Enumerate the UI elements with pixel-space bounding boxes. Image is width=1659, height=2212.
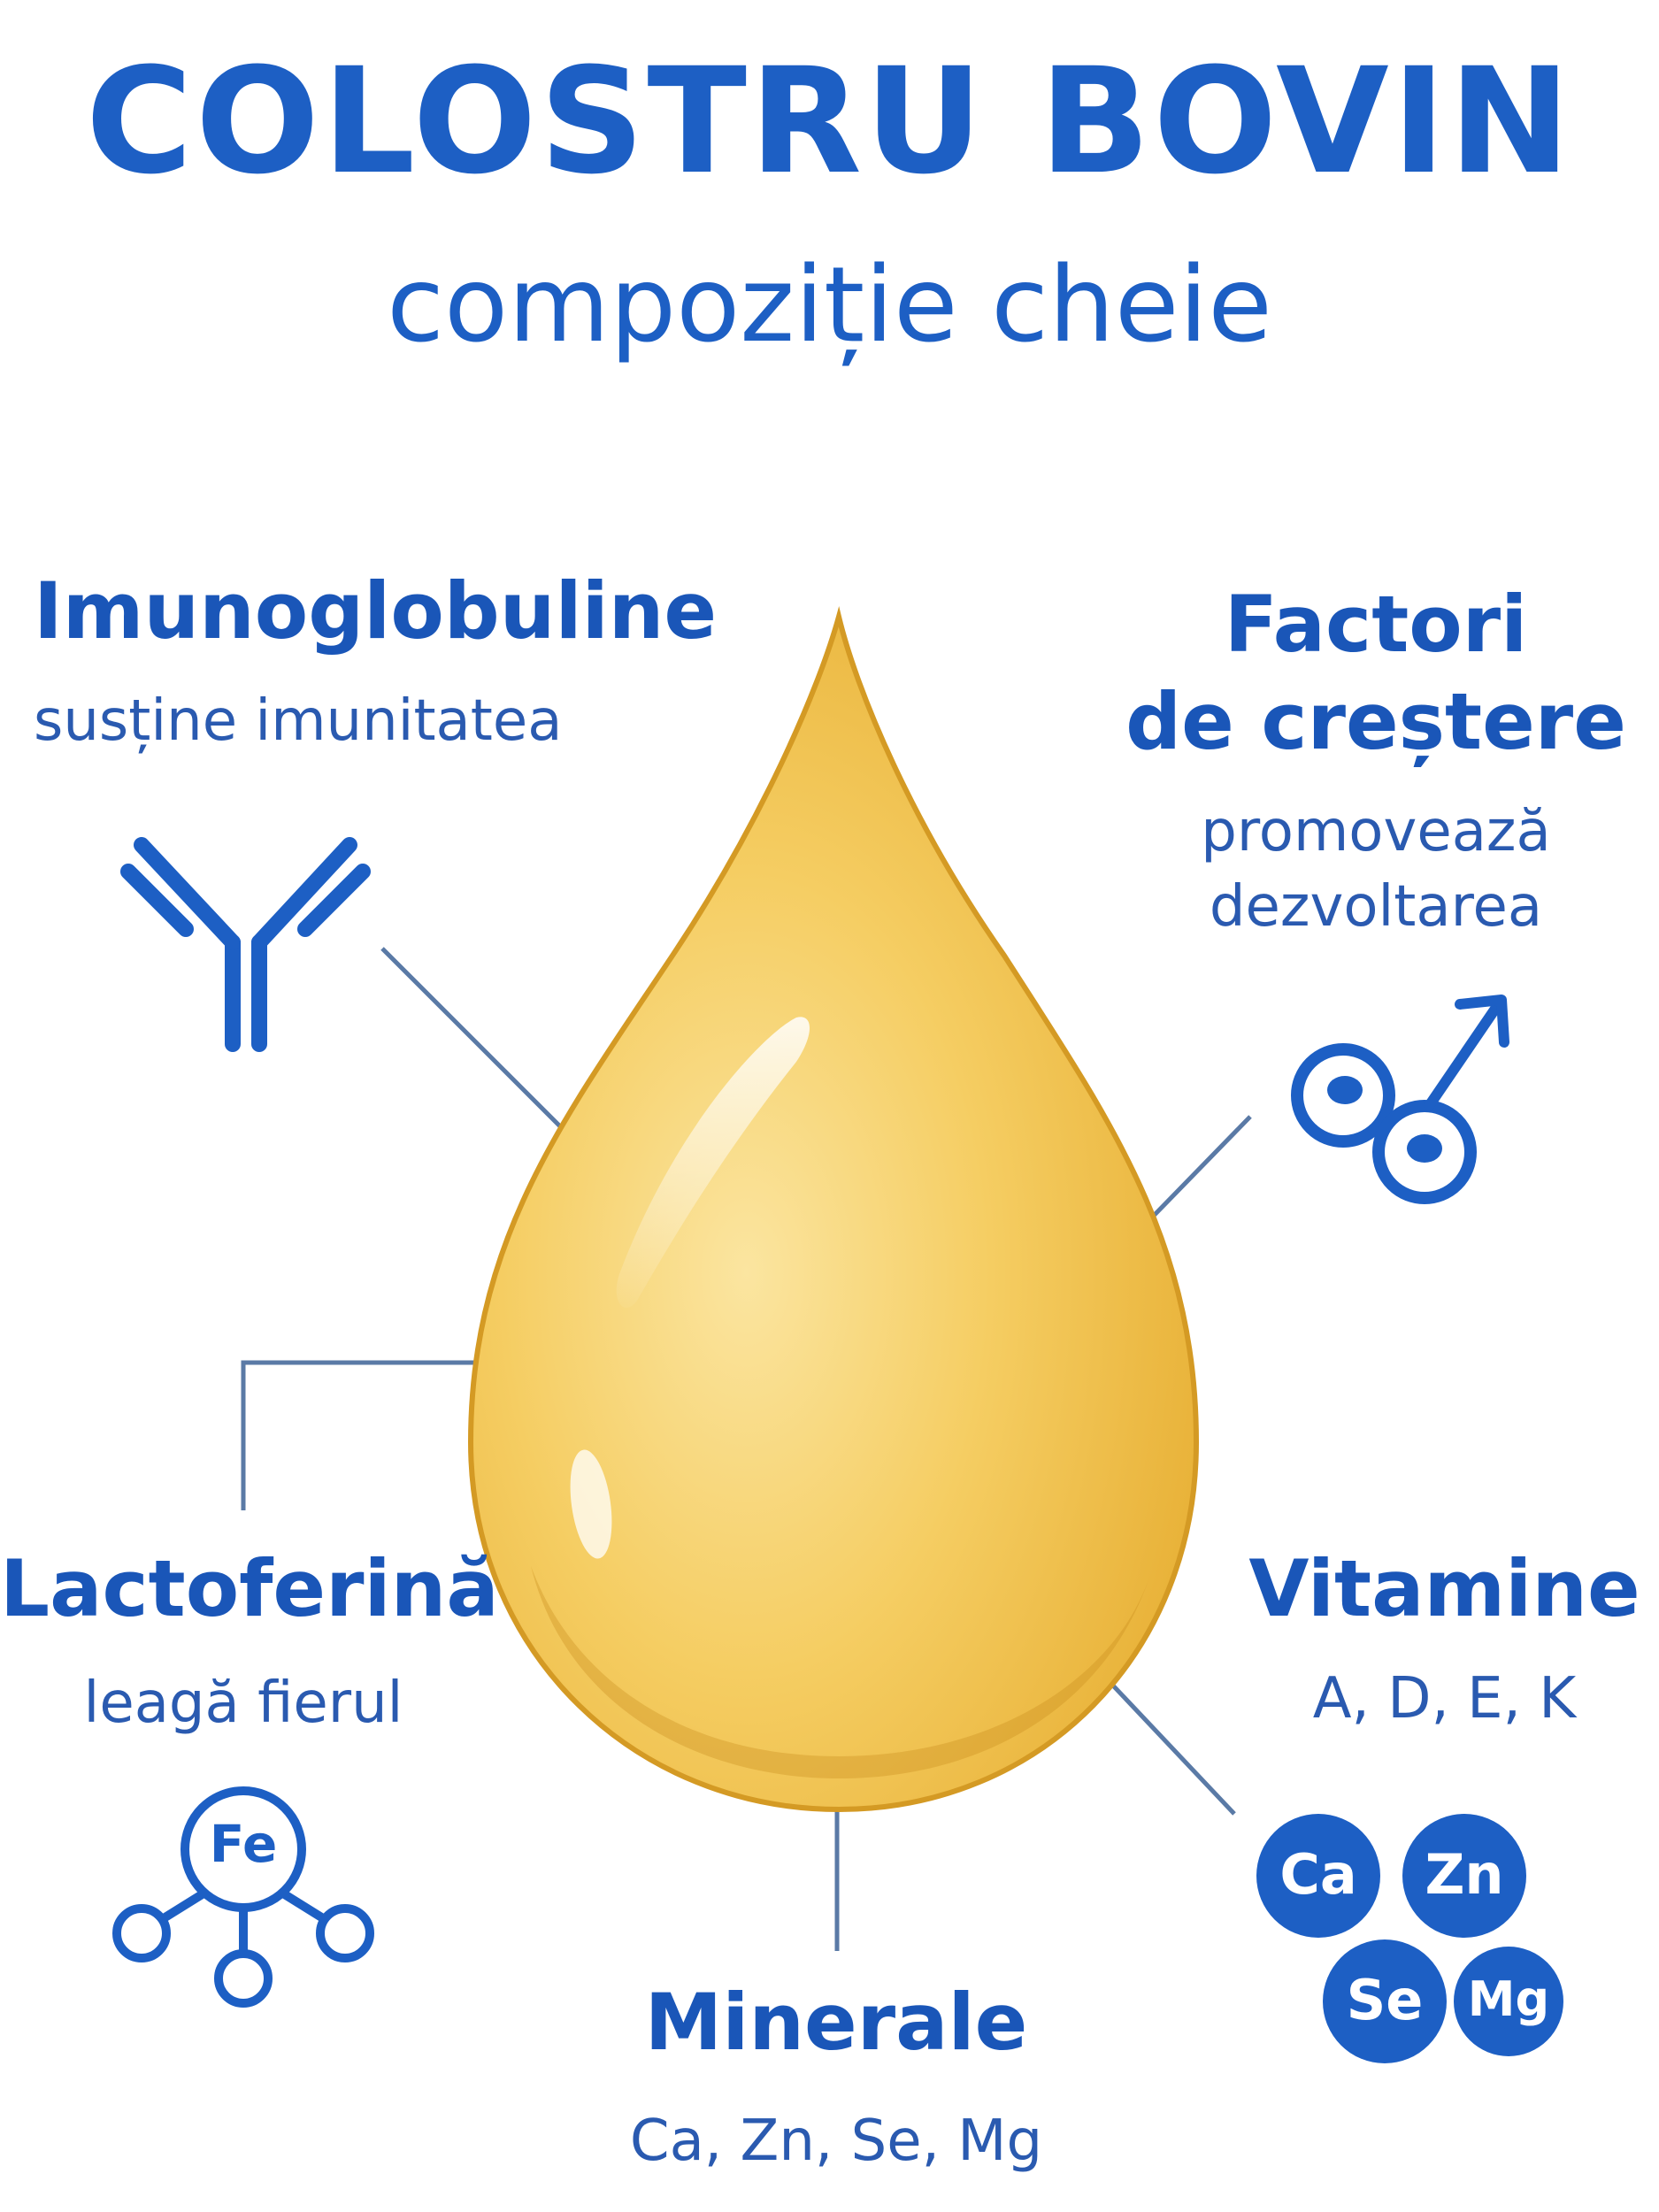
iron-molecule-icon — [112, 1786, 374, 2008]
connector-lines — [241, 947, 1252, 1951]
mineral-elements-icon — [1256, 1814, 1563, 2063]
element-se: Se — [1346, 1968, 1424, 2032]
growth-factors-title-line2: de creștere — [1125, 676, 1626, 767]
lactoferrin-desc: leagă fierul — [83, 1671, 403, 1736]
antibody-icon — [120, 837, 371, 1052]
connector-vitamins — [1111, 1684, 1236, 1816]
growth-factors-title-line1: Factori — [1224, 579, 1528, 670]
vitamins-desc: A, D, E, K — [1312, 1666, 1577, 1732]
growth-factors-desc-line1: promovează — [1201, 799, 1551, 864]
minerals-desc: Ca, Zn, Se, Mg — [629, 2108, 1043, 2174]
page-subtitle: compoziție cheie — [387, 243, 1272, 365]
connector-growth-factors — [1147, 1115, 1252, 1223]
element-ca: Ca — [1279, 1842, 1357, 1907]
growth-factors-desc-line2: dezvoltarea — [1209, 874, 1543, 940]
page-title: COLOSTRU BOVIN — [85, 36, 1574, 206]
immunoglobulins-title: Imunoglobuline — [34, 565, 718, 657]
immunoglobulins-desc: susține imunitatea — [34, 688, 563, 754]
element-zn: Zn — [1425, 1842, 1504, 1907]
connector-lactoferrin — [241, 1360, 476, 1510]
vitamins-title: Vitamine — [1248, 1543, 1640, 1634]
element-mg: Mg — [1467, 1971, 1550, 2027]
colostrum-drop — [467, 606, 1200, 1813]
connector-immunoglobulins — [380, 947, 575, 1141]
minerals-title: Minerale — [644, 1977, 1028, 2068]
lactoferrin-title: Lactoferină — [0, 1543, 499, 1634]
iron-symbol: Fe — [209, 1814, 278, 1874]
cells-growth-icon — [1291, 995, 1509, 1204]
